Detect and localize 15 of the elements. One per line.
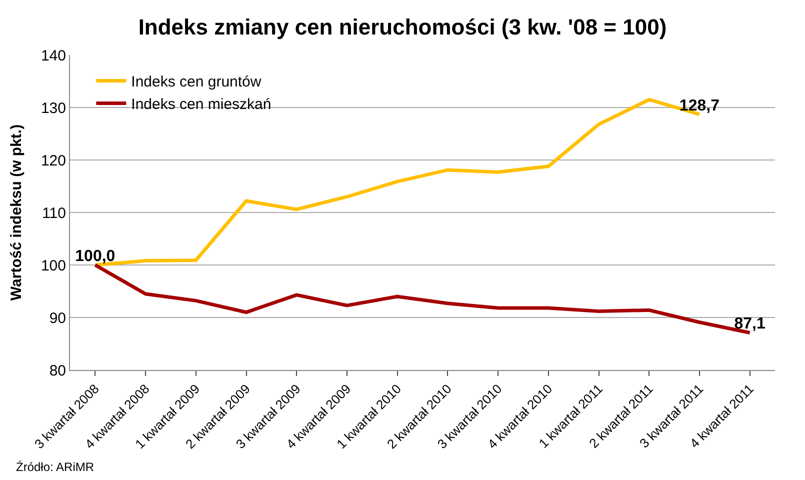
y-tick-label: 140 <box>40 47 66 64</box>
data-label: 87,1 <box>734 316 766 333</box>
legend-label: Indeks cen gruntów <box>131 74 262 91</box>
text: Źródło: ARiMR <box>16 460 94 474</box>
y-tick-label: 110 <box>42 204 66 222</box>
y-axis-title: Wartość indeksu (w pkt.) <box>8 124 26 301</box>
y-tick-label: 80 <box>49 362 66 380</box>
data-label: 100,0 <box>75 248 116 265</box>
chart-title: Indeks zmiany cen nieruchomości (3 kw. '08 = 100) <box>138 14 667 40</box>
y-tick-label: 90 <box>49 310 66 327</box>
y-tick-label: 130 <box>40 100 66 117</box>
legend-label: Indeks cen mieszkań <box>131 96 272 114</box>
data-label: 128,7 <box>679 97 720 114</box>
y-tick-label: 100 <box>40 257 66 274</box>
y-tick-label: 120 <box>40 152 66 170</box>
